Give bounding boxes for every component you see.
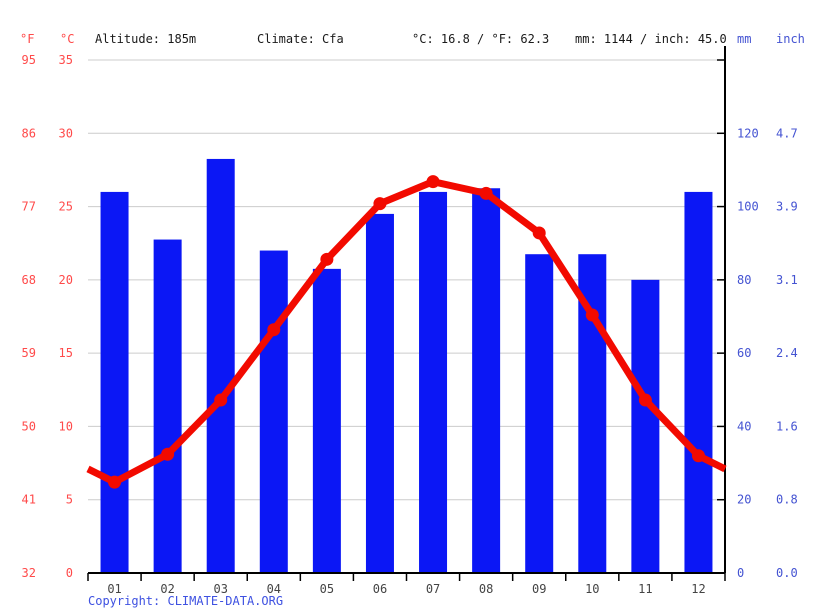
fahrenheit-tick-label: 86 — [22, 126, 36, 140]
celsius-tick-label: 20 — [59, 273, 73, 287]
temperature-point — [373, 197, 387, 211]
month-label: 12 — [691, 582, 705, 596]
copyright-label: Copyright: — [88, 594, 161, 608]
precipitation-bar — [206, 158, 235, 573]
fahrenheit-tick-label: 77 — [22, 200, 36, 214]
fahrenheit-tick-label: 95 — [22, 53, 36, 67]
temperature-point — [638, 393, 652, 407]
precipitation-bar — [419, 191, 448, 573]
fahrenheit-tick-label: 68 — [22, 273, 36, 287]
fahrenheit-tick-label: 50 — [22, 419, 36, 433]
mm-axis-title: mm — [737, 32, 752, 46]
inch-tick-label: 4.7 — [776, 126, 798, 140]
month-label: 03 — [213, 582, 227, 596]
temperature-point — [320, 252, 334, 266]
fahrenheit-axis-title: °F — [20, 32, 35, 46]
climate-class-text: Climate: Cfa — [257, 32, 344, 46]
mm-tick-label: 60 — [737, 346, 751, 360]
month-label: 05 — [320, 582, 334, 596]
temperature-point — [479, 186, 493, 200]
precipitation-bar — [312, 268, 341, 573]
precipitation-bar — [259, 250, 288, 574]
precipitation-bar — [153, 239, 182, 574]
month-label: 06 — [373, 582, 387, 596]
celsius-tick-label: 15 — [59, 346, 73, 360]
precipitation-summary: mm: 1144 / inch: 45.0 — [575, 32, 727, 46]
celsius-tick-label: 10 — [59, 419, 73, 433]
inch-tick-label: 1.6 — [776, 419, 798, 433]
mm-tick-label: 120 — [737, 126, 759, 140]
precipitation-bar — [472, 188, 501, 573]
temperature-point — [108, 475, 122, 489]
mm-tick-label: 100 — [737, 200, 759, 214]
temperature-point — [585, 308, 599, 322]
inch-tick-label: 0.0 — [776, 566, 798, 580]
inch-tick-label: 3.1 — [776, 273, 798, 287]
mm-tick-label: 80 — [737, 273, 751, 287]
temperature-line — [86, 178, 727, 486]
celsius-axis-title: °C — [60, 32, 75, 46]
temperature-point — [426, 175, 440, 189]
mm-tick-label: 0 — [737, 566, 744, 580]
celsius-tick-label: 0 — [66, 566, 73, 580]
celsius-tick-label: 25 — [59, 200, 73, 214]
temperature-point — [267, 323, 281, 337]
inch-axis-title: inch — [776, 32, 805, 46]
inch-tick-label: 3.9 — [776, 200, 798, 214]
precipitation-bar — [578, 254, 607, 573]
temperature-summary: °C: 16.8 / °F: 62.3 — [412, 32, 550, 46]
fahrenheit-tick-label: 41 — [22, 493, 36, 507]
temperature-point — [691, 449, 705, 463]
celsius-tick-label: 30 — [59, 126, 73, 140]
inch-tick-label: 0.8 — [776, 493, 798, 507]
fahrenheit-tick-label: 32 — [22, 566, 36, 580]
altitude-text: Altitude: 185m — [95, 32, 197, 46]
temperature-point — [161, 447, 175, 461]
fahrenheit-tick-label: 59 — [22, 346, 36, 360]
mm-tick-label: 40 — [737, 419, 751, 433]
month-label: 07 — [426, 582, 440, 596]
precipitation-bar — [365, 213, 394, 573]
copyright-line: Copyright: CLIMATE-DATA.ORG — [88, 594, 283, 608]
temperature-point — [532, 226, 546, 240]
precipitation-bar — [684, 191, 713, 573]
precipitation-bar — [631, 279, 660, 573]
month-label: 04 — [267, 582, 281, 596]
climate-data-link[interactable]: CLIMATE-DATA.ORG — [167, 594, 284, 608]
month-label: 09 — [532, 582, 546, 596]
month-label: 10 — [585, 582, 599, 596]
precipitation-bar — [100, 191, 129, 573]
celsius-tick-label: 5 — [66, 493, 73, 507]
month-label: 01 — [107, 582, 121, 596]
month-label: 11 — [638, 582, 652, 596]
month-label: 02 — [160, 582, 174, 596]
temperature-point — [214, 393, 228, 407]
precipitation-bar — [525, 254, 554, 573]
inch-tick-label: 2.4 — [776, 346, 798, 360]
mm-tick-label: 20 — [737, 493, 751, 507]
month-label: 08 — [479, 582, 493, 596]
celsius-tick-label: 35 — [59, 53, 73, 67]
